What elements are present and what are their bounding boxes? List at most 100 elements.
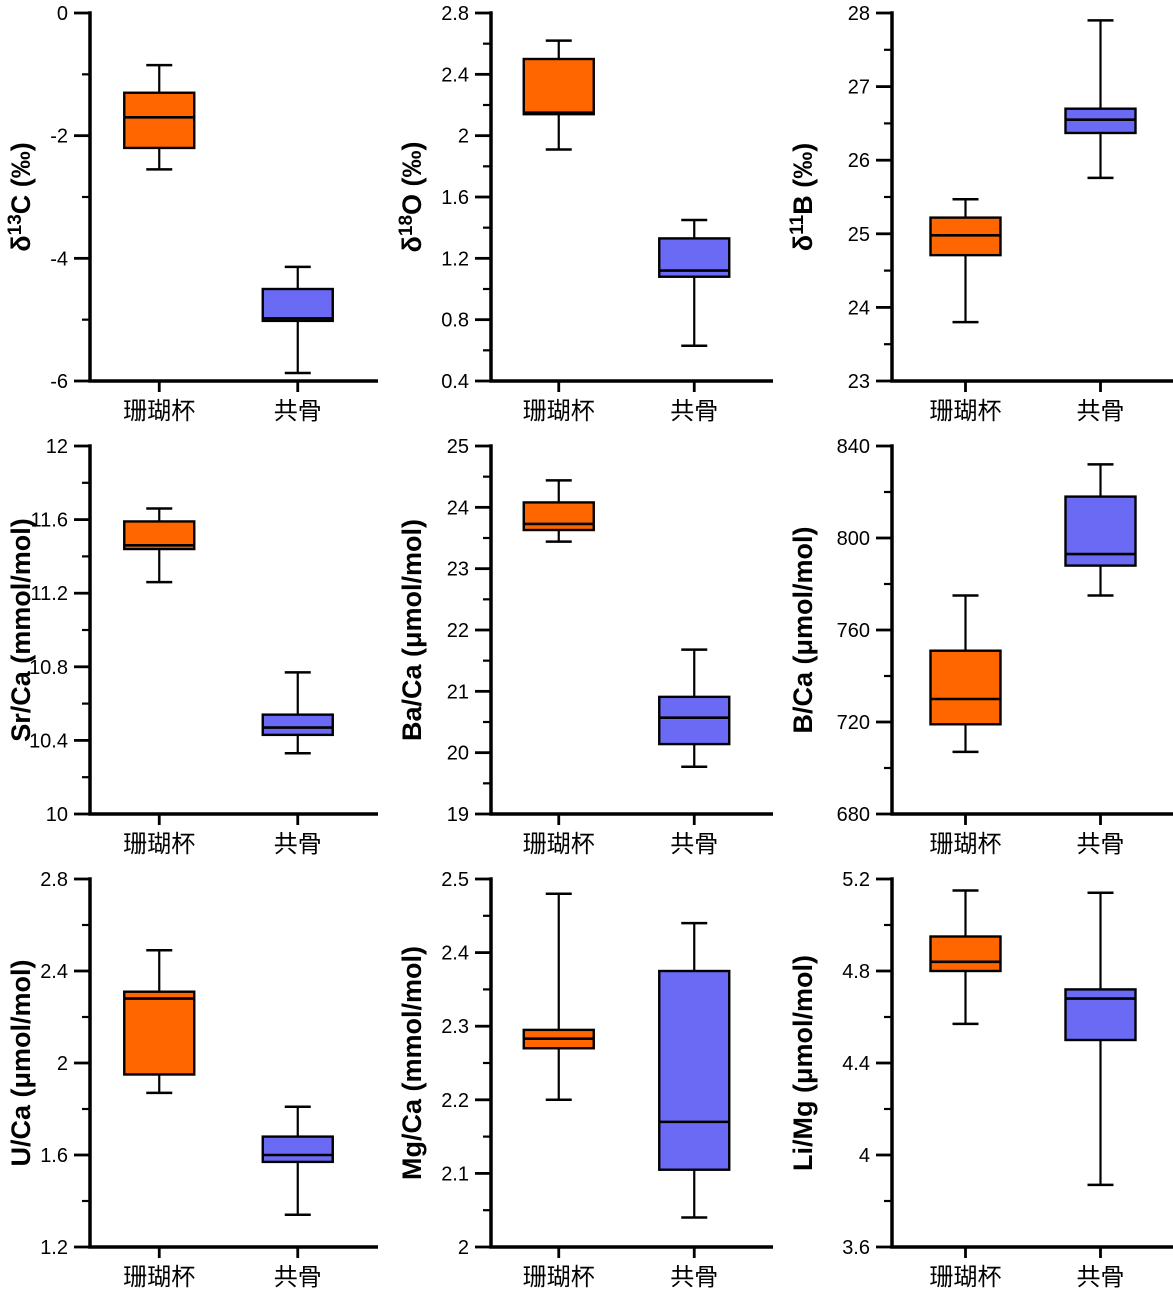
category-label: 珊瑚杯 (123, 1264, 195, 1291)
y-tick-label: 28 (848, 3, 870, 25)
y-tick-label: 2.1 (441, 1163, 469, 1185)
y-tick-label: 2.8 (40, 869, 68, 891)
axis-spines (890, 877, 1173, 1249)
category-label: 共骨 (274, 1264, 322, 1291)
y-axis-title: δ13C (‰) (5, 142, 36, 252)
box-coral-calyx (123, 91, 196, 150)
y-tick-label: 10.8 (29, 657, 68, 679)
box-coral-calyx (522, 501, 595, 532)
y-tick-label: -2 (50, 126, 68, 148)
y-tick-label: 840 (837, 436, 870, 458)
category-label: 共骨 (1077, 831, 1125, 858)
y-tick-label: 3.6 (842, 1237, 870, 1259)
panel-MgCa: 2.5 2.4 2.3 2.2 2.1 2 Mg/Ca (mmol/mol) 珊瑚杯 共骨 (391, 866, 782, 1299)
category-label: 共骨 (670, 1264, 718, 1291)
boxplot-svg-SrCa: 12 11.6 11.2 10.8 10.4 10 Sr/Ca (mmol/mol) 珊瑚杯 共… (6, 436, 378, 858)
panel-LiMg: 5.2 4.8 4.4 4 3.6 Li/Mg (μmol/mol) 珊瑚杯 共骨 (782, 866, 1173, 1299)
box-coenosteum (261, 1135, 334, 1164)
category-label: 共骨 (670, 831, 718, 858)
y-axis-title: U/Ca (μmol/mol) (6, 959, 36, 1166)
category-label: 共骨 (1077, 398, 1125, 425)
boxplot-svg-d18O: 2.8 2.4 2 1.6 1.2 0.8 0.4 δ18O (‰) 珊瑚杯 共骨 (396, 3, 773, 425)
panel-d11B: 28 27 26 25 24 23 δ11B (‰) 珊瑚杯 共骨 (782, 0, 1173, 433)
axis-spines (88, 11, 378, 383)
category-label: 共骨 (274, 831, 322, 858)
y-tick-label: 10.4 (29, 730, 68, 752)
y-tick-label: 21 (447, 681, 469, 703)
y-tick-label: 1.2 (40, 1237, 68, 1259)
y-tick-label: 2 (57, 1053, 68, 1075)
y-axis-title: Sr/Ca (mmol/mol) (6, 518, 36, 742)
category-label: 珊瑚杯 (930, 831, 1002, 858)
y-axis-title: Mg/Ca (mmol/mol) (397, 946, 427, 1180)
boxplot-svg-MgCa: 2.5 2.4 2.3 2.2 2.1 2 Mg/Ca (mmol/mol) 珊瑚杯 共骨 (397, 869, 773, 1291)
y-tick-label: 25 (447, 436, 469, 458)
y-tick-label: 10 (46, 804, 68, 826)
y-axis-title: δ11B (‰) (787, 143, 818, 251)
panel-BCa: 840 800 760 720 680 B/Ca (μmol/mol) 珊瑚杯 共骨 (782, 433, 1173, 866)
y-tick-label: 2 (458, 126, 469, 148)
panel-d13C: 0 -2 -4 -6 δ13C (‰) 珊瑚杯 共骨 (0, 0, 391, 433)
category-label: 珊瑚杯 (123, 831, 195, 858)
y-tick-label: 1.6 (40, 1145, 68, 1167)
category-label: 珊瑚杯 (523, 398, 595, 425)
panel-UCa: 2.8 2.4 2 1.6 1.2 U/Ca (μmol/mol) 珊瑚杯 共骨 (0, 866, 391, 1299)
y-tick-label: 23 (447, 559, 469, 581)
y-tick-label: 1.6 (441, 187, 469, 209)
y-axis-title: B/Ca (μmol/mol) (788, 526, 818, 733)
y-tick-label: 4.8 (842, 961, 870, 983)
box-coenosteum (1064, 988, 1137, 1042)
box-coenosteum (658, 969, 731, 1171)
category-label: 共骨 (1077, 1264, 1125, 1291)
y-tick-label: 4 (859, 1145, 870, 1167)
y-tick-label: 11.2 (31, 583, 68, 605)
y-tick-label: 2.4 (441, 64, 469, 86)
category-label: 珊瑚杯 (523, 831, 595, 858)
box-coral-calyx (522, 57, 595, 116)
boxplot-svg-UCa: 2.8 2.4 2 1.6 1.2 U/Ca (μmol/mol) 珊瑚杯 共骨 (6, 869, 378, 1291)
y-tick-label: 26 (848, 150, 870, 172)
panel-d18O: 2.8 2.4 2 1.6 1.2 0.8 0.4 δ18O (‰) 珊瑚杯 共骨 (391, 0, 782, 433)
y-tick-label: 22 (447, 620, 469, 642)
y-tick-label: 20 (447, 743, 469, 765)
panel-BaCa: 25 24 23 22 21 20 19 Ba/Ca (μmol/mol) 珊瑚杯 共骨 (391, 433, 782, 866)
boxplot-svg-BCa: 840 800 760 720 680 B/Ca (μmol/mol) 珊瑚杯 共骨 (788, 436, 1173, 858)
boxplot-svg-BaCa: 25 24 23 22 21 20 19 Ba/Ca (μmol/mol) 珊瑚杯 共骨 (397, 436, 773, 858)
box-coenosteum (261, 713, 334, 737)
axis-spines (489, 444, 773, 816)
y-tick-label: 4.4 (842, 1053, 870, 1075)
y-tick-label: 680 (837, 804, 870, 826)
y-tick-label: 2.8 (441, 3, 469, 25)
y-tick-label: 0.4 (441, 371, 469, 393)
category-label: 珊瑚杯 (930, 1264, 1002, 1291)
y-tick-label: 27 (848, 77, 870, 99)
y-tick-label: 2.4 (40, 961, 68, 983)
y-tick-label: -4 (50, 248, 68, 270)
boxplot-svg-LiMg: 5.2 4.8 4.4 4 3.6 Li/Mg (μmol/mol) 珊瑚杯 共骨 (788, 869, 1173, 1291)
box-coenosteum (261, 287, 334, 323)
y-tick-label: 760 (837, 620, 870, 642)
category-label: 珊瑚杯 (930, 398, 1002, 425)
y-tick-label: 800 (837, 528, 870, 550)
boxplot-svg-d13C: 0 -2 -4 -6 δ13C (‰) 珊瑚杯 共骨 (5, 3, 378, 425)
y-tick-label: 25 (848, 224, 870, 246)
y-tick-label: 5.2 (842, 869, 870, 891)
y-tick-label: 0 (57, 3, 68, 25)
y-tick-label: 1.2 (441, 248, 469, 270)
box-coral-calyx (123, 990, 196, 1076)
boxplot-svg-d11B: 28 27 26 25 24 23 δ11B (‰) 珊瑚杯 共骨 (787, 3, 1173, 425)
y-axis-title: Ba/Ca (μmol/mol) (397, 519, 427, 741)
category-label: 共骨 (670, 398, 718, 425)
y-tick-label: 19 (447, 804, 469, 826)
axis-spines (88, 444, 378, 816)
y-axis-title: δ18O (‰) (396, 141, 427, 252)
y-tick-label: 23 (848, 371, 870, 393)
y-tick-label: 11.6 (31, 510, 68, 532)
y-tick-label: 2.5 (441, 869, 469, 891)
axis-spines (489, 877, 773, 1249)
axis-spines (890, 11, 1173, 383)
y-tick-label: 720 (837, 712, 870, 734)
panel-SrCa: 12 11.6 11.2 10.8 10.4 10 Sr/Ca (mmol/mol) 珊瑚杯 共… (0, 433, 391, 866)
y-tick-label: 12 (46, 436, 68, 458)
